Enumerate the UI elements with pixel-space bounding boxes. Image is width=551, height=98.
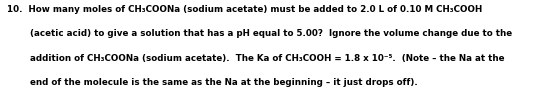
Text: 10.  How many moles of CH₃COONa (sodium acetate) must be added to 2.0 L of 0.10 : 10. How many moles of CH₃COONa (sodium a…: [7, 5, 482, 14]
Text: (acetic acid) to give a solution that has a pH equal to 5.00?  Ignore the volume: (acetic acid) to give a solution that ha…: [30, 29, 512, 38]
Text: addition of CH₃COONa (sodium acetate).  The Ka of CH₃COOH = 1.8 x 10⁻⁵.  (Note –: addition of CH₃COONa (sodium acetate). T…: [30, 54, 505, 63]
Text: end of the molecule is the same as the Na at the beginning – it just drops off).: end of the molecule is the same as the N…: [30, 78, 418, 87]
